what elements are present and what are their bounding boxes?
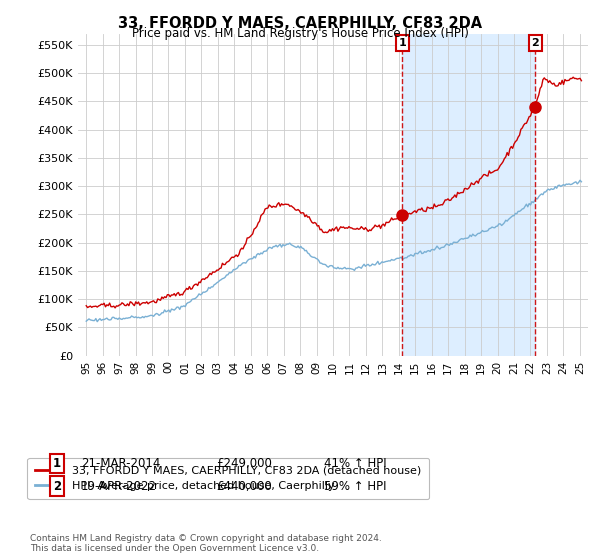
Text: £249,000: £249,000 [216,457,272,470]
Text: 21-MAR-2014: 21-MAR-2014 [81,457,160,470]
Text: 1: 1 [53,457,61,470]
Bar [403,34,535,356]
Text: Price paid vs. HM Land Registry's House Price Index (HPI): Price paid vs. HM Land Registry's House … [131,27,469,40]
Text: Contains HM Land Registry data © Crown copyright and database right 2024.
This d: Contains HM Land Registry data © Crown c… [30,534,382,553]
Legend: 33, FFORDD Y MAES, CAERPHILLY, CF83 2DA (detached house), HPI: Average price, de: 33, FFORDD Y MAES, CAERPHILLY, CF83 2DA … [28,458,429,499]
Text: 1: 1 [398,38,406,48]
Text: 2: 2 [53,479,61,493]
Text: 59% ↑ HPI: 59% ↑ HPI [324,479,386,493]
Text: 2: 2 [532,38,539,48]
Text: £440,000: £440,000 [216,479,272,493]
Text: 41% ↑ HPI: 41% ↑ HPI [324,457,386,470]
Text: 19-APR-2022: 19-APR-2022 [81,479,157,493]
Text: 33, FFORDD Y MAES, CAERPHILLY, CF83 2DA: 33, FFORDD Y MAES, CAERPHILLY, CF83 2DA [118,16,482,31]
